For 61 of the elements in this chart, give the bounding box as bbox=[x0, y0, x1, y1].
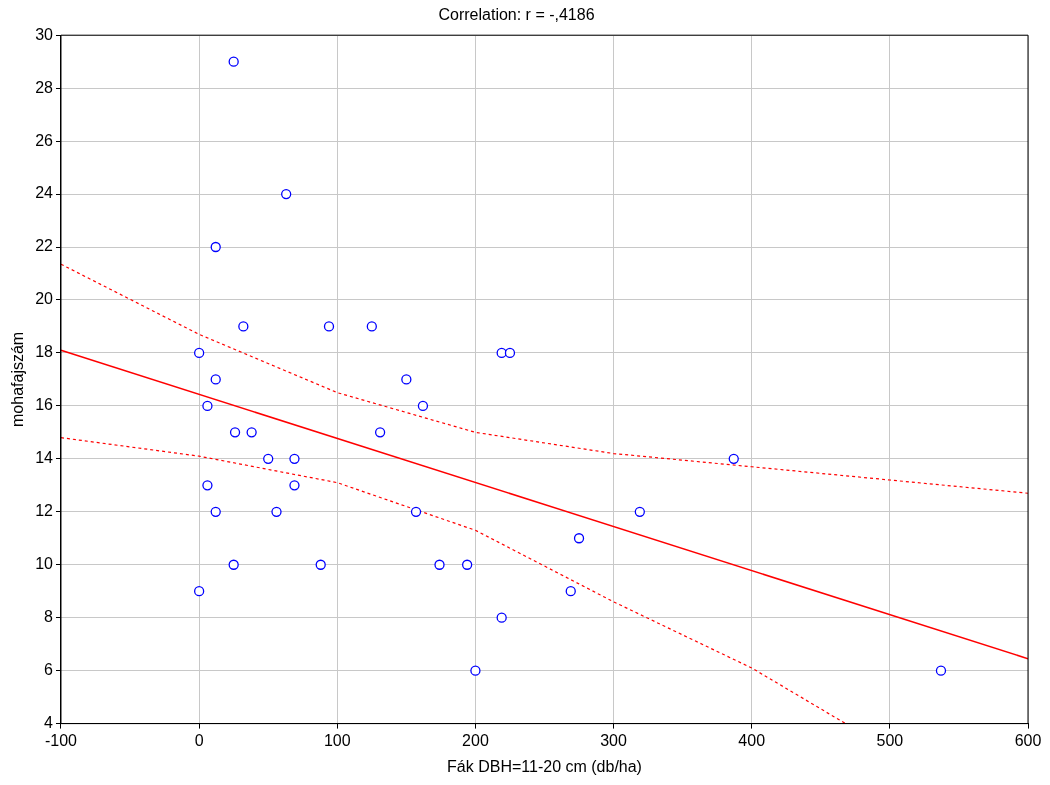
point bbox=[374, 427, 386, 438]
x-tick-label: 0 bbox=[194, 731, 204, 749]
point bbox=[246, 427, 257, 438]
y-tick-label: 18 bbox=[35, 343, 54, 361]
line-series bbox=[61, 263, 1028, 494]
y-tick-label: 10 bbox=[35, 555, 54, 573]
point bbox=[728, 453, 739, 464]
point bbox=[323, 321, 335, 332]
y-tick-label: 12 bbox=[35, 502, 54, 520]
y-tick-label: 16 bbox=[35, 396, 54, 414]
y-tick-label: 4 bbox=[44, 714, 54, 732]
point bbox=[935, 665, 947, 676]
point bbox=[289, 480, 300, 491]
x-tick-label: 500 bbox=[876, 731, 904, 749]
point bbox=[315, 559, 326, 570]
point bbox=[470, 665, 481, 676]
x-tick-label: 100 bbox=[323, 731, 351, 749]
point bbox=[193, 347, 205, 359]
point bbox=[202, 400, 213, 412]
y-tick-label: 30 bbox=[35, 25, 54, 43]
y-tick-label: 26 bbox=[35, 131, 54, 149]
point bbox=[410, 506, 422, 517]
y-tick-label: 20 bbox=[35, 290, 54, 308]
chart-title: Correlation: r = -,4186 bbox=[438, 6, 595, 24]
x-tick-label: -100 bbox=[44, 731, 78, 749]
point bbox=[263, 453, 274, 464]
point bbox=[417, 400, 429, 412]
y-axis-title: mohafajszám bbox=[9, 331, 27, 427]
point bbox=[228, 56, 239, 67]
point bbox=[366, 321, 377, 332]
line-series bbox=[61, 437, 847, 724]
point bbox=[210, 241, 221, 253]
x-tick-label: 400 bbox=[738, 731, 766, 749]
point bbox=[434, 559, 445, 570]
point bbox=[504, 347, 516, 359]
y-tick-label: 28 bbox=[35, 78, 54, 96]
x-tick-label: 200 bbox=[462, 731, 489, 749]
point bbox=[573, 533, 585, 544]
y-tick-label: 6 bbox=[44, 661, 54, 679]
y-tick-label: 14 bbox=[35, 449, 54, 467]
point bbox=[210, 506, 221, 517]
point bbox=[281, 188, 292, 200]
point bbox=[202, 480, 213, 491]
point bbox=[210, 374, 221, 385]
point bbox=[228, 559, 239, 570]
point bbox=[238, 321, 249, 332]
x-axis-title: Fák DBH=11-20 cm (db/ha) bbox=[447, 757, 642, 775]
point bbox=[229, 427, 241, 438]
point bbox=[193, 586, 205, 597]
y-tick-label: 24 bbox=[35, 184, 54, 202]
x-tick-label: 600 bbox=[1014, 731, 1042, 749]
y-tick-label: 22 bbox=[35, 237, 54, 255]
x-tick-label: 300 bbox=[600, 731, 628, 749]
point bbox=[634, 506, 645, 517]
point bbox=[271, 506, 282, 517]
point bbox=[461, 559, 473, 570]
point bbox=[289, 453, 300, 464]
point bbox=[496, 612, 507, 623]
y-tick-label: 8 bbox=[44, 608, 54, 626]
point bbox=[401, 374, 412, 385]
point bbox=[565, 586, 576, 597]
